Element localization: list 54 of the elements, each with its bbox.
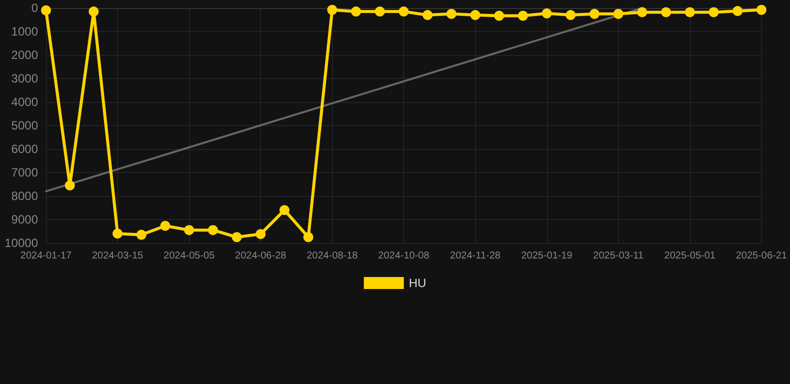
point — [88, 6, 99, 17]
point — [446, 8, 456, 19]
y-tick-label: 4000 — [11, 95, 38, 109]
point — [590, 8, 600, 19]
point — [542, 8, 552, 18]
point — [398, 6, 409, 17]
y-tick-label: 2000 — [11, 48, 38, 62]
point — [732, 6, 743, 16]
point — [566, 10, 576, 20]
x-tick-label: 2024-05-05 — [164, 250, 216, 262]
point — [518, 10, 528, 21]
y-tick-label: 9000 — [11, 212, 38, 226]
point — [494, 10, 504, 21]
point — [351, 6, 362, 17]
point — [327, 4, 338, 15]
point — [41, 5, 51, 16]
point — [279, 205, 290, 216]
y-tick-label: 7000 — [11, 166, 38, 180]
x-tick-label: 2024-08-18 — [306, 250, 358, 262]
x-tick-label: 2025-01-19 — [521, 250, 573, 262]
point — [708, 7, 719, 18]
x-tick-label: 2025-03-11 — [593, 250, 644, 262]
point — [613, 8, 624, 19]
point — [470, 10, 480, 20]
point — [256, 229, 266, 240]
point — [112, 228, 123, 239]
point — [184, 225, 194, 236]
x-tick-label: 2025-06-21 — [736, 250, 788, 262]
point — [422, 10, 433, 20]
point — [232, 232, 242, 242]
point — [756, 4, 766, 15]
y-tick-label: 10000 — [4, 236, 38, 250]
legend-label: HU — [408, 276, 426, 290]
y-tick-label: 0 — [31, 1, 38, 15]
y-tick-label: 8000 — [11, 189, 38, 203]
point — [160, 220, 170, 231]
point — [303, 232, 314, 242]
x-tick-label: 2024-06-28 — [235, 250, 287, 262]
y-tick-label: 1000 — [11, 24, 38, 38]
point — [637, 7, 648, 18]
x-tick-label: 2024-11-28 — [450, 250, 501, 262]
x-tick-label: 2024-03-15 — [92, 250, 144, 262]
point — [684, 7, 695, 18]
y-tick-label: 3000 — [11, 72, 38, 86]
point — [374, 6, 385, 17]
point — [136, 230, 146, 240]
point — [208, 225, 218, 236]
x-tick-label: 2025-05-01 — [664, 250, 716, 262]
point — [661, 7, 672, 18]
y-tick-label: 5000 — [11, 118, 38, 132]
x-tick-label: 2024-01-17 — [20, 250, 72, 262]
x-tick-label: 2024-10-08 — [378, 250, 430, 262]
y-tick-label: 6000 — [11, 142, 38, 156]
point — [64, 180, 75, 190]
